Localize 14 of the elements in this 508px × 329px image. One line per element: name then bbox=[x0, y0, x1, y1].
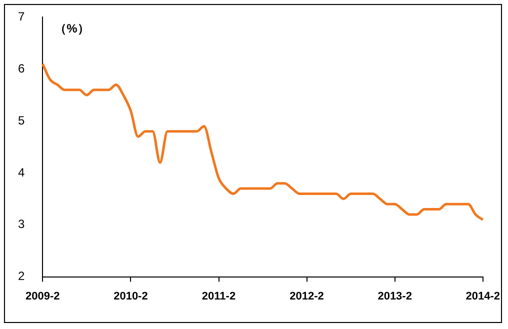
x-tick-label: 2014-2 bbox=[466, 290, 500, 302]
x-tick-label: 2010-2 bbox=[114, 290, 148, 302]
y-tick-label: 2 bbox=[18, 269, 25, 284]
x-tick-label: 2011-2 bbox=[202, 290, 236, 302]
x-tick-label: 2013-2 bbox=[378, 290, 412, 302]
x-tick-label: 2012-2 bbox=[290, 290, 324, 302]
y-axis-title: （%） bbox=[54, 22, 90, 36]
y-tick-label: 7 bbox=[18, 10, 25, 24]
y-tick-label: 5 bbox=[18, 113, 25, 128]
y-tick-label: 4 bbox=[18, 165, 25, 180]
y-tick-label: 3 bbox=[18, 217, 25, 232]
x-tick-label: 2009-2 bbox=[26, 290, 60, 302]
y-tick-label: 6 bbox=[18, 61, 25, 76]
line-series bbox=[41, 62, 484, 221]
